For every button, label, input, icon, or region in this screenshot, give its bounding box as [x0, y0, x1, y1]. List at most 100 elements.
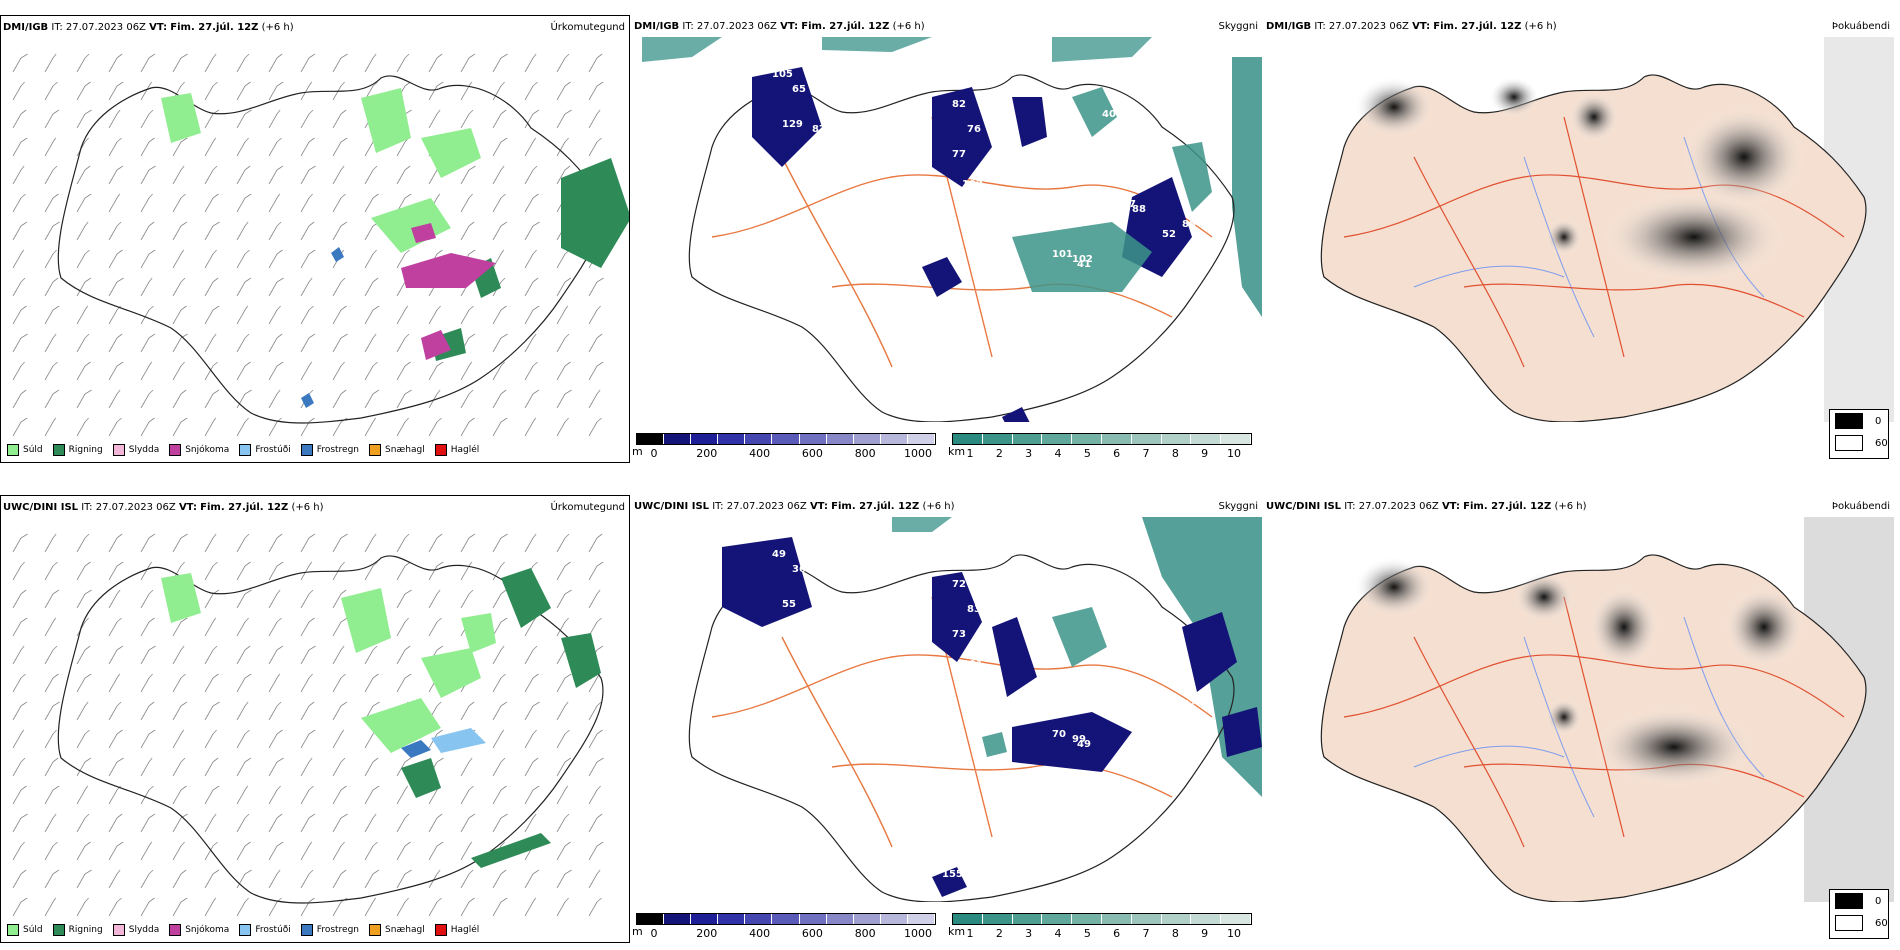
- wind-barb: [460, 533, 476, 553]
- wind-barb: [268, 361, 284, 381]
- wind-barb: [556, 305, 568, 325]
- sea-visibility-east: [1232, 57, 1262, 317]
- wind-barb: [140, 305, 154, 325]
- wind-barb: [204, 81, 218, 101]
- legend-label: 0: [1875, 895, 1882, 907]
- legend-label: 60: [1875, 437, 1888, 449]
- wind-barb: [268, 165, 284, 185]
- wind-barb: [332, 221, 348, 241]
- wind-barb: [12, 841, 25, 861]
- legend-ticks: 1 2 3 4 5 6 7 8 9 10: [952, 927, 1252, 941]
- wind-barb: [332, 333, 348, 353]
- init-time: 27.07.2023 06Z: [1358, 501, 1439, 512]
- wind-barb: [172, 729, 184, 749]
- wind-barb: [364, 333, 377, 353]
- wind-barb: [332, 361, 345, 381]
- wind-barb: [76, 645, 91, 665]
- cloud-base-areas: [722, 537, 1262, 897]
- valid-time: Fim. 27.júl. 12Z: [801, 21, 890, 32]
- wind-barb: [76, 841, 91, 861]
- wind-barb: [204, 757, 219, 777]
- valid-time: Fim. 27.júl. 12Z: [170, 22, 259, 33]
- wind-barb: [428, 53, 443, 73]
- cloud-base-value: 51: [1162, 709, 1176, 720]
- legend-tick-label: 1: [966, 447, 974, 460]
- cloud-base-value: 57: [1182, 699, 1196, 710]
- panel-title: Úrkomutegund: [550, 502, 625, 513]
- wind-barb: [108, 673, 120, 693]
- wind-barb: [428, 841, 444, 861]
- wind-barb: [236, 305, 248, 325]
- cloud-base-value: 88: [1182, 219, 1196, 230]
- panel-header: UWC/DINI ISL IT: 27.07.2023 06Z VT: Fim.…: [634, 499, 1260, 515]
- legend-tick-label: 1: [966, 927, 974, 940]
- cloud-base-value: 40: [1102, 109, 1116, 120]
- wind-barb: [204, 841, 218, 861]
- wind-barb: [492, 673, 506, 693]
- wind-barb: [204, 617, 216, 637]
- legend-swatch: [52, 444, 65, 456]
- lead-time: (+6 h): [291, 502, 324, 513]
- cloud-base-value: 56: [1192, 259, 1206, 270]
- wind-barb: [76, 701, 89, 721]
- wind-barb: [108, 785, 121, 805]
- cloud-base-value: 335: [1122, 679, 1143, 690]
- wind-barb: [76, 361, 91, 381]
- model-name: DMI/IGB: [1266, 21, 1312, 32]
- wind-barb: [236, 869, 252, 889]
- wind-barb: [236, 81, 251, 101]
- legend-label: 0: [1875, 415, 1882, 427]
- wind-barb: [524, 221, 540, 241]
- wind-barb: [588, 277, 604, 297]
- legend-swatch: [300, 444, 313, 456]
- wind-barb: [76, 333, 90, 353]
- wind-barb: [76, 673, 92, 693]
- legend-item: Rigning: [52, 924, 103, 936]
- legend-color-cell: [1191, 434, 1222, 444]
- legend-color-cell: [1072, 434, 1102, 444]
- cloud-visibility-map: 49 36 55 56 72 76 83 73 101 64 68 80 70 99 51 57 40 39 155…: [688, 517, 1262, 902]
- panel-header: UWC/DINI ISL IT: 27.07.2023 06Z VT: Fim.…: [3, 500, 627, 516]
- wind-barb: [172, 277, 186, 297]
- panel-top-fog: DMI/IGB IT: 27.07.2023 06Z VT: Fim. 27.j…: [1264, 15, 1894, 465]
- wind-barb: [44, 841, 58, 861]
- wind-barb: [556, 841, 571, 861]
- wind-barb: [556, 813, 570, 833]
- panel-title: Þokuábendi: [1831, 501, 1890, 512]
- panel-bottom-fog: UWC/DINI ISL IT: 27.07.2023 06Z VT: Fim.…: [1264, 495, 1894, 945]
- wind-barb: [108, 221, 122, 241]
- cloud-base-value: 27: [1122, 199, 1136, 210]
- legend-unit: km: [948, 445, 966, 458]
- road-network: [1343, 116, 1845, 368]
- legend-color-cell: [1012, 914, 1043, 924]
- wind-barb: [588, 729, 603, 749]
- legend-tick-label: 0: [650, 447, 658, 460]
- wind-barb: [332, 53, 348, 73]
- wind-barb: [204, 701, 220, 721]
- precip-type-map: [12, 533, 604, 917]
- legend-item: Frostúði: [239, 444, 291, 456]
- wind-barb: [556, 561, 571, 581]
- wind-barb: [44, 701, 60, 721]
- legend-swatch: [369, 444, 382, 456]
- wind-barb: [172, 533, 188, 553]
- wind-barb: [140, 617, 155, 637]
- wind-barb: [492, 869, 507, 889]
- wind-barb: [268, 333, 283, 353]
- cloud-base-value: 40: [1192, 739, 1206, 750]
- wind-barb: [236, 361, 251, 381]
- valid-time-label: VT:: [149, 22, 168, 33]
- wind-barb: [396, 165, 411, 185]
- wind-barb: [588, 53, 603, 73]
- wind-barb: [44, 561, 58, 581]
- wind-barb: [588, 137, 602, 157]
- wind-barb: [108, 589, 121, 609]
- legend-color-cell: [880, 434, 908, 444]
- wind-barb: [300, 361, 312, 381]
- wind-barb: [172, 757, 186, 777]
- wind-barb: [428, 389, 441, 409]
- valid-time: Fim. 27.júl. 12Z: [1463, 501, 1552, 512]
- wind-barb: [268, 305, 281, 325]
- cloud-base-value: 49: [1077, 739, 1091, 750]
